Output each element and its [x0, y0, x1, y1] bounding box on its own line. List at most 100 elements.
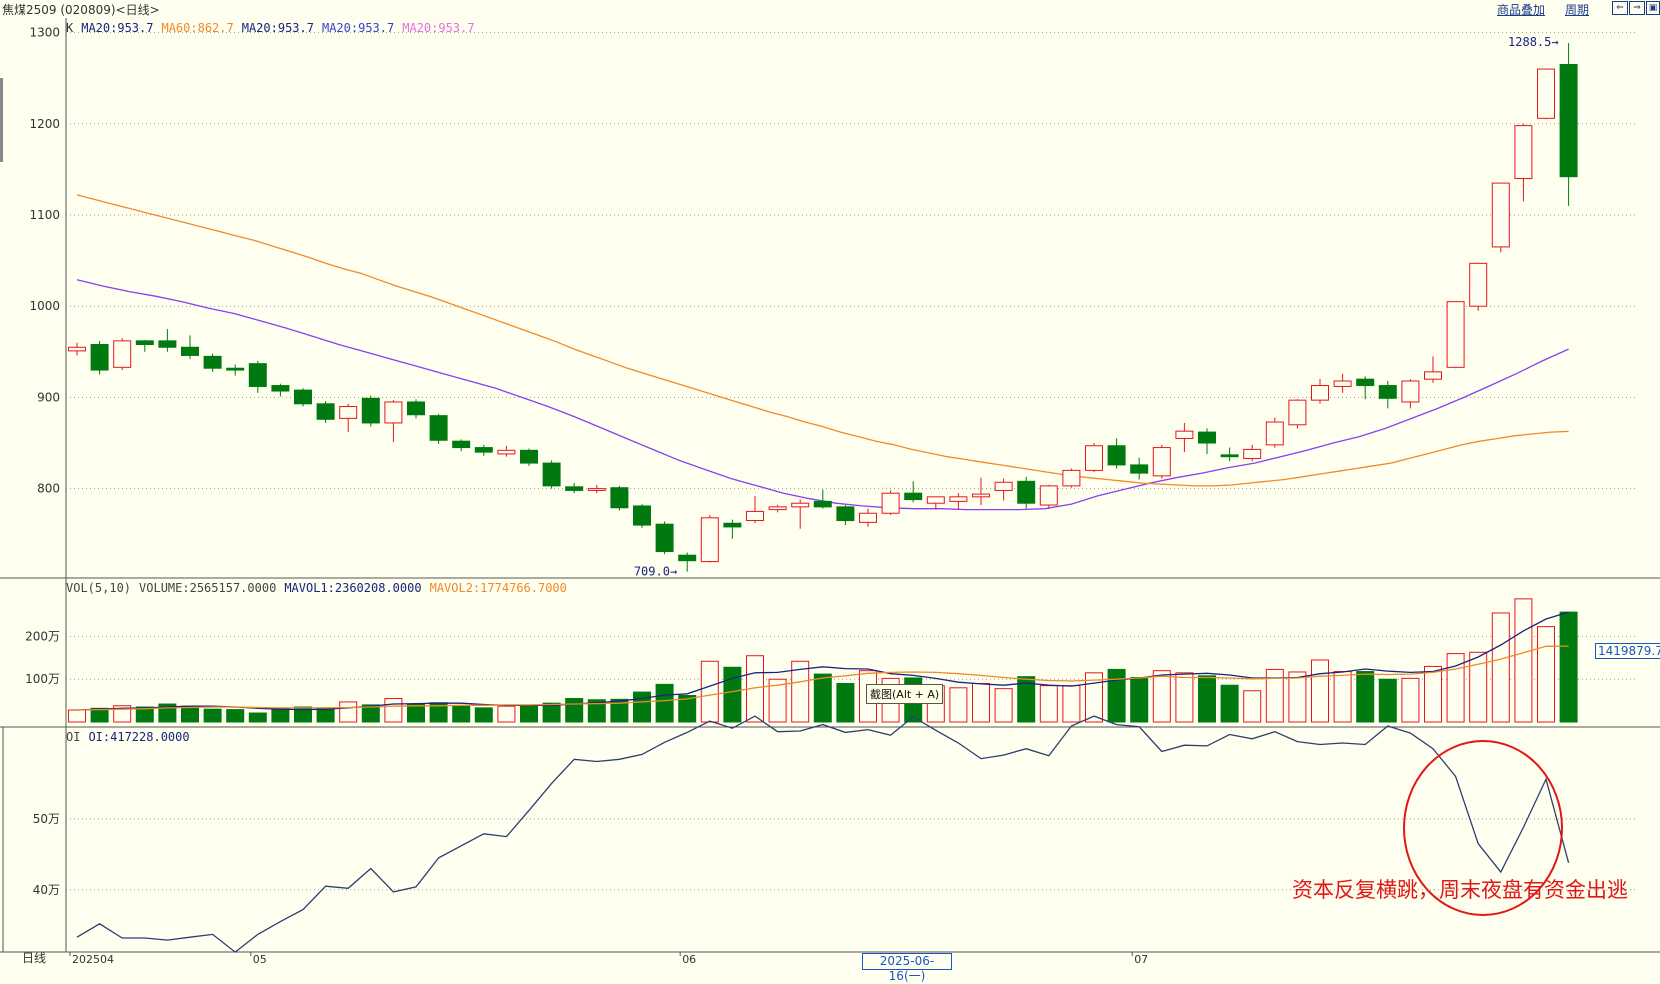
volume-bar: [90, 707, 109, 723]
x-tick-label: 05: [253, 953, 267, 966]
candle-body: [768, 506, 787, 511]
candle-body: [271, 385, 290, 392]
commodity-overlay-button[interactable]: 商品叠加: [1497, 3, 1546, 17]
candle-body: [181, 346, 199, 356]
volume-readout: 1419879.7: [1595, 643, 1660, 659]
volume-bar: [1537, 626, 1555, 723]
oi-tick-label: 40万: [33, 883, 60, 897]
volume-legend-item: VOLUME:2565157.0000: [139, 581, 277, 595]
cursor-date-label: 2025-06-16(一): [862, 953, 952, 983]
price-high-label: 1288.5→: [1508, 35, 1559, 49]
volume-bar: [226, 709, 245, 723]
price-legend-item: MA60:862.7: [161, 21, 234, 35]
candle-body: [135, 340, 154, 346]
volume-bar: [813, 673, 832, 723]
candle-body: [203, 355, 222, 369]
volume-bar: [1152, 670, 1171, 723]
candle-body: [972, 493, 990, 498]
volume-bar: [1175, 672, 1194, 723]
candle-body: [1130, 464, 1149, 474]
volume-bar: [497, 705, 516, 723]
annotation-text: 资本反复横跳，周末夜盘有资金出逃: [1292, 878, 1628, 902]
candle-body: [1356, 378, 1375, 387]
window-icon[interactable]: ▣: [1646, 1, 1660, 15]
volume-bar: [655, 683, 674, 723]
volume-bar: [203, 708, 222, 723]
candle-body: [1311, 385, 1329, 401]
volume-bar: [1491, 612, 1510, 723]
candle-body: [1039, 485, 1058, 506]
oi-legend: OI OI:417228.0000: [66, 730, 198, 744]
volume-bar: [994, 688, 1013, 723]
candle-body: [746, 510, 764, 522]
candle-body: [949, 496, 968, 502]
volume-bar: [1469, 651, 1488, 723]
arrow-left-icon[interactable]: ⇐: [1612, 1, 1628, 15]
volume-bar: [181, 705, 199, 723]
oi-legend-item: OI: [66, 730, 81, 744]
price-tick-label: 1200: [29, 117, 60, 131]
candle-body: [1559, 64, 1578, 178]
candle-body: [1085, 445, 1103, 471]
candle-body: [1469, 262, 1488, 307]
candle-body: [248, 363, 267, 387]
candle-body: [859, 512, 877, 523]
candle-body: [1107, 445, 1126, 466]
oi-line: [76, 715, 1570, 953]
volume-bar: [1514, 598, 1533, 723]
price-tick-label: 1300: [29, 26, 60, 40]
candle-body: [904, 492, 923, 501]
volume-bar: [1039, 685, 1058, 723]
candle-body: [1514, 125, 1533, 180]
price-legend: K MA20:953.7 MA60:862.7 MA20:953.7 MA20:953.…: [66, 21, 482, 35]
volume-legend-item: MAVOL1:2360208.0000: [284, 581, 422, 595]
volume-bar: [791, 660, 810, 723]
candle-body: [294, 389, 312, 405]
volume-bar: [1130, 677, 1149, 723]
volume-bar: [1220, 684, 1239, 723]
price-tick-label: 800: [37, 482, 60, 496]
candle-body: [1062, 469, 1081, 487]
volume-bar: [1243, 690, 1262, 723]
candle-body: [1175, 430, 1194, 439]
candle-body: [678, 554, 697, 562]
arrow-right-icon[interactable]: ⇒: [1629, 1, 1645, 15]
volume-bar: [700, 660, 719, 723]
candle-body: [339, 406, 358, 419]
volume-bar: [949, 687, 968, 723]
candle-body: [226, 367, 245, 371]
volume-bar: [1062, 685, 1081, 723]
volume-bar: [1198, 675, 1216, 723]
price-low-label: 709.0→: [634, 565, 677, 579]
volume-bar: [68, 709, 86, 723]
x-tick-label: 202504: [72, 953, 114, 966]
period-button[interactable]: 周期: [1565, 3, 1590, 17]
volume-bar: [294, 706, 312, 723]
mavol1-line: [76, 611, 1569, 711]
oi-legend-item: OI:417228.0000: [88, 730, 190, 744]
volume-bar: [316, 707, 335, 723]
volume-legend: VOL(5,10) VOLUME:2565157.0000 MAVOL1:23602…: [66, 581, 575, 595]
candle-body: [1378, 385, 1397, 399]
volume-bar: [1446, 653, 1465, 723]
candle-body: [1537, 68, 1555, 119]
volume-bar: [452, 705, 471, 723]
candle-body: [90, 344, 109, 371]
candle-body: [994, 481, 1013, 491]
volume-bar: [1401, 677, 1420, 723]
candle-body: [700, 517, 719, 563]
volume-bar: [1265, 668, 1284, 723]
volume-bar: [1107, 668, 1126, 723]
x-tick-label: 07: [1134, 953, 1148, 966]
volume-bar: [271, 707, 290, 723]
volume-bar: [135, 706, 154, 723]
candle-body: [881, 492, 900, 514]
volume-bar: [1424, 665, 1442, 723]
x-tick-label: 06: [682, 953, 696, 966]
volume-bar: [1356, 671, 1375, 723]
candle-body: [520, 449, 538, 464]
volume-legend-item: VOL(5,10): [66, 581, 132, 595]
price-legend-item: MA20:953.7: [402, 21, 475, 35]
candle-body: [813, 500, 832, 508]
